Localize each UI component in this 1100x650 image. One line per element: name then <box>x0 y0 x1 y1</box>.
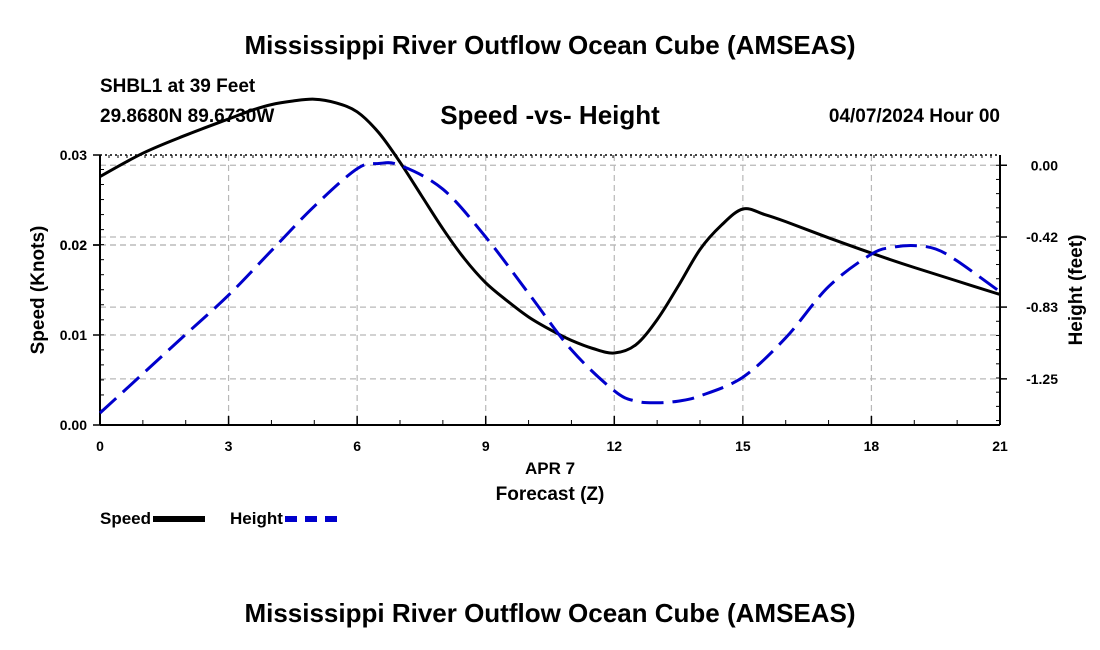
y-tick-label: 0.01 <box>60 327 87 343</box>
legend-height-swatch <box>284 516 337 522</box>
legend-height: Height <box>230 509 337 529</box>
y-tick-label: 0.02 <box>60 237 87 253</box>
y-axis-label: Speed (Knots) <box>28 226 49 355</box>
y-tick-label: 0.03 <box>60 147 87 163</box>
speed-series-line <box>99 97 1001 355</box>
x-tick-label: 12 <box>606 438 622 454</box>
y2-tick-label: -0.42 <box>1026 229 1058 245</box>
station-label: SHBL1 at 39 Feet <box>100 76 256 97</box>
legend-speed: Speed <box>100 509 206 529</box>
y2-tick-label: -1.25 <box>1026 371 1058 387</box>
x-tick-label: 9 <box>482 438 490 454</box>
chart-title-repeat: Mississippi River Outflow Ocean Cube (AM… <box>244 598 856 628</box>
x-tick-label: 0 <box>96 438 104 454</box>
x-tick-label: 15 <box>735 438 751 454</box>
chart-subtitle: Speed -vs- Height <box>440 100 660 130</box>
chart-title: Mississippi River Outflow Ocean Cube (AM… <box>244 30 856 60</box>
x-axis-label: Forecast (Z) <box>496 484 605 505</box>
legend-speed-swatch <box>153 516 206 522</box>
y2-axis-label: Height (feet) <box>1066 235 1087 346</box>
coordinates-label: 29.8680N 89.6730W <box>100 106 275 127</box>
x-tick-label: 3 <box>225 438 233 454</box>
forecast-date-label: 04/07/2024 Hour 00 <box>828 106 1000 127</box>
y-tick-label: 0.02 <box>60 237 87 253</box>
x-tick-label: 21 <box>992 438 1008 454</box>
x-date-label: APR 7 <box>525 459 575 478</box>
legend-speed-label: Speed <box>100 509 152 528</box>
y-tick-label: 0.00 <box>60 417 87 433</box>
y2-tick-label: -0.83 <box>1026 299 1058 315</box>
x-tick-label: 18 <box>864 438 880 454</box>
y2-tick-label: 0.00 <box>1031 157 1058 173</box>
legend-height-label: Height <box>230 509 283 528</box>
height-series-line <box>98 161 1001 415</box>
x-tick-label: 6 <box>353 438 361 454</box>
